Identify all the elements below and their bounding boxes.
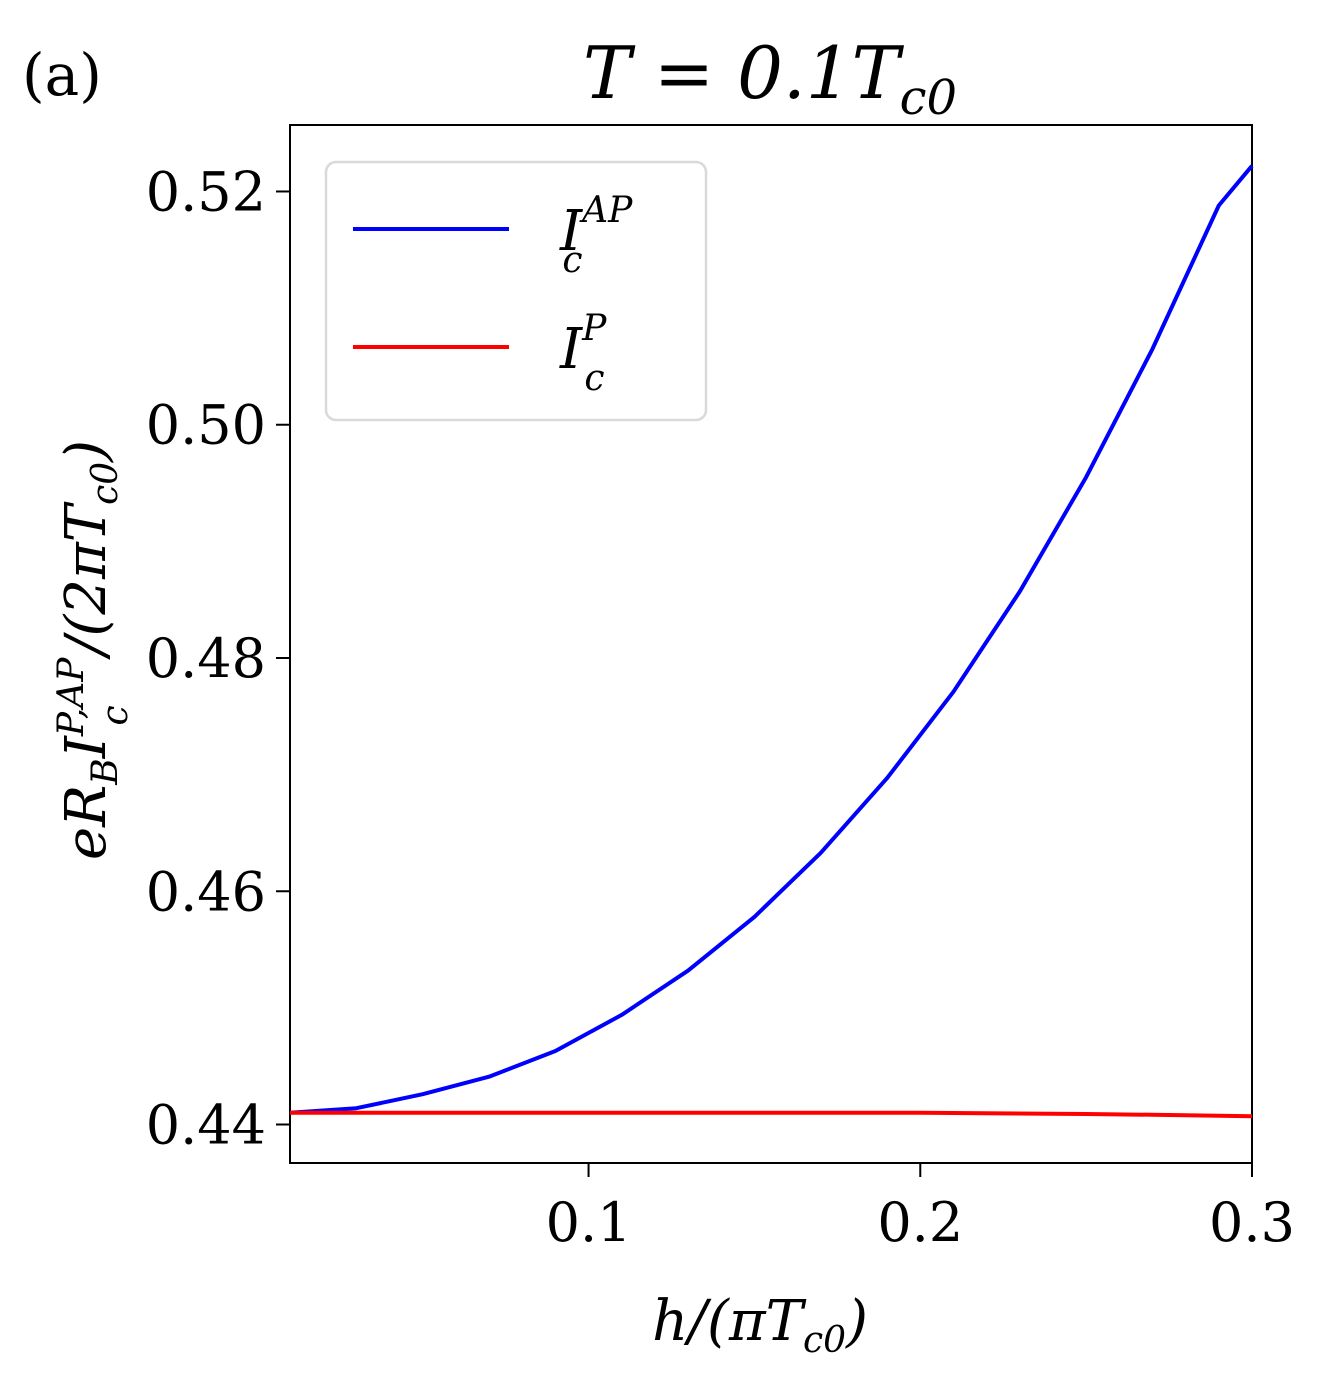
y-axis-label-sup2: P,AP xyxy=(51,657,92,737)
x-axis-label: h/(πTc0) xyxy=(652,1289,868,1361)
legend-box xyxy=(324,160,708,422)
chart-title: T = 0.1Tc0 xyxy=(583,31,957,126)
legend: IAP c IP c xyxy=(324,160,708,422)
y-axis-label-sub1: B xyxy=(85,758,126,785)
y-axis-label-sub2: c xyxy=(95,705,136,725)
x-axis-label-sub: c0 xyxy=(803,1320,846,1361)
x-tick-label-0: 0.1 xyxy=(546,1191,632,1254)
x-axis-label-main: h/(πT xyxy=(652,1289,807,1354)
plot-frame xyxy=(289,124,1253,1164)
y-tick-label-2: 0.48 xyxy=(146,627,266,690)
y-axis-label: eRBIP,APc /(2πTc0) xyxy=(51,440,136,860)
y-tick-label-1: 0.46 xyxy=(146,860,266,923)
series-layer xyxy=(289,164,1254,1119)
y-axis-label-close: ) xyxy=(54,440,119,463)
legend-label-p-sup: P xyxy=(581,308,607,349)
chart-title-main: T = 0.1T xyxy=(583,31,905,115)
x-tick-label-1: 0.2 xyxy=(877,1191,963,1254)
legend-label-ap-sup: AP xyxy=(579,190,633,231)
y-axis-ticks: 0.44 0.46 0.48 0.50 0.52 xyxy=(146,160,290,1157)
x-axis-label-close: ) xyxy=(845,1289,868,1354)
series-line-1 xyxy=(290,1110,1253,1119)
y-tick-label-0: 0.44 xyxy=(146,1094,266,1157)
legend-label-p-sub: c xyxy=(584,358,604,399)
legend-label-ap: IAP c xyxy=(559,190,633,281)
x-axis-ticks: 0.1 0.2 0.3 xyxy=(546,1163,1295,1254)
y-axis-label-sub3: c0 xyxy=(85,462,126,505)
chart-title-sub: c0 xyxy=(900,70,957,126)
y-tick-label-3: 0.50 xyxy=(146,394,266,457)
legend-label-ap-sub: c xyxy=(562,240,582,281)
y-axis-label-part2: I xyxy=(54,734,119,759)
y-tick-label-4: 0.52 xyxy=(146,160,266,223)
legend-label-p-main: I xyxy=(559,317,584,382)
legend-label-p: IP c xyxy=(559,308,607,399)
panel-label: (a) xyxy=(22,41,102,109)
legend-label-ap-main: I xyxy=(559,199,584,264)
y-axis-label-part1: eR xyxy=(54,785,119,860)
y-axis-label-part3: /(2πT xyxy=(54,501,119,660)
series-line-0 xyxy=(289,164,1254,1115)
x-tick-label-2: 0.3 xyxy=(1209,1191,1295,1254)
